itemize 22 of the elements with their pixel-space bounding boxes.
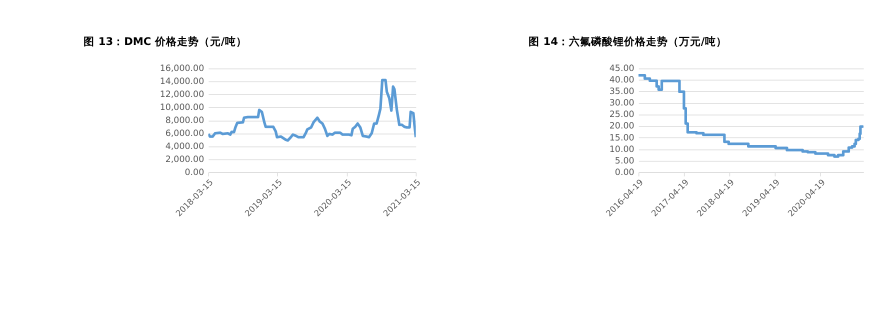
y-tick-label: 10,000.00 — [160, 103, 204, 113]
y-tick-label: 12,000.00 — [160, 90, 204, 100]
y-tick-label: 6,000.00 — [165, 128, 204, 139]
chart-title: 图 13：DMC 价格走势（元/吨） — [84, 34, 247, 48]
y-tick-label: 0.00 — [614, 168, 634, 178]
y-tick-label: 4,000.00 — [165, 142, 204, 152]
y-tick-label: 8,000.00 — [165, 116, 204, 126]
y-tick-label: 15.00 — [609, 133, 634, 144]
line-series — [208, 78, 416, 142]
y-tick-label: 0.00 — [184, 168, 204, 178]
y-tick-label: 20.00 — [609, 122, 634, 132]
y-tick-label: 10.00 — [609, 144, 634, 155]
y-tick-label: 35.00 — [609, 87, 634, 98]
y-tick-label: 40.00 — [609, 76, 634, 86]
y-tick-label: 14,000.00 — [160, 77, 204, 88]
y-tick-label: 5.00 — [614, 156, 634, 166]
y-tick-label: 30.00 — [609, 98, 634, 109]
y-tick-label: 16,000.00 — [160, 64, 204, 74]
chart-title: 图 14：六氟磷酸锂价格走势（万元/吨） — [528, 34, 727, 48]
y-tick-label: 2,000.00 — [165, 154, 204, 165]
y-tick-label: 45.00 — [609, 64, 634, 74]
y-tick-label: 25.00 — [609, 110, 634, 120]
